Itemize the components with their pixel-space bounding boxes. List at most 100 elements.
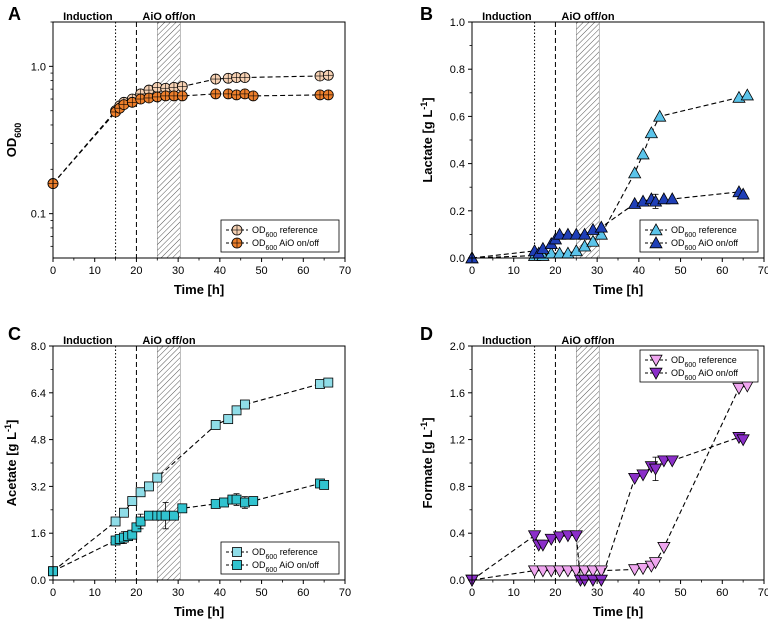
panel-c-ytick-label: 6.4 [31, 388, 46, 400]
legend-label-sub: 600 [685, 232, 697, 239]
panel-b-ytick-label: 0.6 [450, 111, 465, 123]
panel-d-series-od600-aio-on-off-point [586, 574, 600, 587]
panel-a-xtick-label: 0 [50, 265, 56, 277]
panel-a-xtick-label: 20 [130, 265, 142, 277]
panel-c-series-od600-aio-on-off-point [231, 494, 242, 505]
panel-a-series-od600-reference-point [176, 81, 188, 92]
legend-label-suffix: AiO on/off [696, 238, 738, 248]
panel-b-xtick-label: 50 [674, 265, 686, 277]
panel-c-ytick-label: 8.0 [31, 341, 46, 353]
panel-c-xlabel: Time [h] [174, 604, 224, 619]
panel-c-series-od600-reference-point [110, 516, 121, 527]
panel-d-ylabel: Formate [g L-1] [419, 417, 435, 508]
panel-d-series-od600-aio-on-off-point [552, 531, 567, 544]
panel-b-ytick-label: 0.8 [450, 64, 465, 76]
panel-d-ytick-label: 0.0 [450, 575, 465, 587]
legend-label-main: OD [252, 238, 266, 248]
panel-b-ytick-label: 0.0 [450, 253, 465, 265]
panel-a-xlabel: Time [h] [174, 282, 224, 297]
panel-b-xtick-label: 0 [469, 265, 475, 277]
legend-label-sub: 600 [685, 245, 697, 252]
panel-b-letter: B [420, 4, 433, 24]
panel-b: B Induction AiO off/on 0 10 20 30 40 50 60 70 0.0 0.… [419, 4, 768, 297]
panel-c-series-od600-reference-point [223, 414, 234, 425]
legend-label-main: OD [252, 225, 266, 235]
panel-b-xlabel: Time [h] [593, 282, 643, 297]
panel-a-series-od600-aio-on-off-point [247, 90, 259, 102]
panel-a-series-od600-aio-on-off-point [322, 89, 334, 101]
legend-label-suffix: reference [696, 355, 737, 365]
panel-d-series-od600-aio-on-off-line [471, 436, 744, 581]
panel-b-series-od600-aio-on-off-point [665, 192, 679, 205]
panel-c-series-od600-aio-on-off-point [319, 480, 330, 490]
panel-a-series-od600-reference-point [210, 73, 222, 85]
panel-d-series-od600-reference-point [527, 565, 542, 578]
panel-b-annot-induction: Induction [482, 11, 532, 23]
legend-label-main: OD [671, 225, 685, 235]
panel-d-xtick-label: 40 [633, 587, 645, 599]
panel-c-series-od600-aio-on-off-point [169, 510, 179, 521]
panel-b-annot-aio: AiO off/on [561, 11, 614, 23]
panel-d: D Induction AiO off/on 0 10 20 30 40 50 60 70 0.0 0.… [419, 324, 768, 619]
panel-d-ytick-label: 2.0 [450, 341, 465, 353]
panel-d-ylabel-main: Formate [g L [420, 430, 435, 509]
panel-d-ytick-label: 1.6 [450, 388, 465, 400]
panel-a-series-od600-aio-on-off [47, 88, 334, 189]
panel-d-series-od600-aio-on-off-point [527, 530, 542, 543]
panel-b-ylabel-sup: -1 [419, 102, 429, 110]
panel-b-xtick-label: 10 [508, 265, 520, 277]
panel-c-ytick-label: 0.0 [31, 575, 46, 587]
panel-a-ylabel-sub: 600 [13, 123, 23, 138]
panel-c-xtick-label: 60 [297, 587, 309, 599]
panel-c-xtick-label: 70 [339, 587, 351, 599]
panel-a-xtick-label: 30 [172, 265, 184, 277]
panel-b-series-od600-reference-point [653, 109, 667, 122]
panel-a-xtick-label: 10 [89, 265, 101, 277]
panel-c-series-od600-reference-point [144, 481, 154, 492]
panel-b-aio-shade [576, 21, 600, 259]
panel-d-xtick-label: 60 [716, 587, 728, 599]
panel-c-aio-shade [157, 345, 181, 581]
panel-d-series-od600-reference-point [561, 565, 575, 578]
panel-d-aio-shade [576, 345, 600, 581]
panel-d-xtick-label: 20 [549, 587, 561, 599]
panel-b-xtick-label: 70 [758, 265, 768, 277]
legend-label-sub: 600 [266, 245, 278, 252]
panel-c-legend-label: OD600 AiO on/off [252, 560, 320, 574]
panel-a-ylabel: OD600 [4, 123, 23, 158]
panel-a-legend-label: OD600 reference [252, 225, 318, 239]
legend-label-sub: 600 [266, 567, 278, 574]
panel-d-xtick-label: 70 [758, 587, 768, 599]
panel-d-xtick-label: 50 [674, 587, 686, 599]
panel-d-series-od600-reference-point [536, 565, 550, 578]
panel-a-series-od600-aio-on-off-point [239, 88, 251, 100]
legend-label-suffix: AiO on/off [277, 238, 319, 248]
panel-d-xlabel: Time [h] [593, 604, 643, 619]
panel-b-series-od600-aio-on-off [465, 185, 750, 264]
panel-d-xtick-label: 30 [591, 587, 603, 599]
panel-c: C Induction AiO off/on 0 10 20 30 40 50 60 70 0.0 1.… [3, 324, 351, 619]
panel-d-ylabel-sup: -1 [419, 422, 429, 430]
panel-b-xtick-label: 30 [591, 265, 603, 277]
panel-a-series-od600-aio-on-off-line [52, 93, 329, 184]
panel-b-series-od600-reference-point [740, 88, 754, 101]
panel-b-series-od600-aio-on-off-point [594, 220, 608, 233]
panel-c-letter: C [8, 324, 21, 344]
legend-label-suffix: AiO on/off [696, 368, 738, 378]
panel-c-series-od600-reference-point [127, 496, 138, 506]
legend-label-sub: 600 [685, 362, 697, 369]
panel-c-ylabel: Acetate [g L-1] [3, 420, 19, 507]
panel-c-series-od600-aio-on-off-point [219, 497, 229, 508]
panel-d-series-od600-reference-point [657, 542, 671, 555]
panel-d-ylabel-end: ] [420, 417, 435, 421]
panel-c-annot-induction: Induction [63, 335, 113, 347]
panel-c-legend-marker [232, 547, 242, 557]
panel-a-legend-marker [231, 237, 243, 249]
panel-c-ylabel-end: ] [4, 420, 19, 424]
panel-d-series-od600-aio-on-off-point [569, 530, 583, 543]
panel-d-series-od600-reference-point [628, 564, 642, 577]
